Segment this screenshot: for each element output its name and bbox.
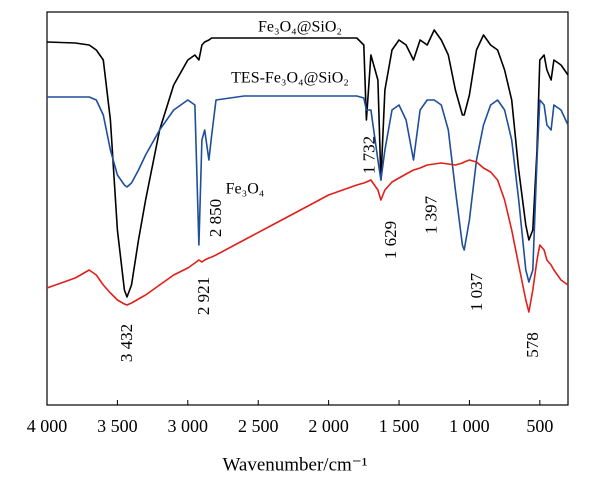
peak-label: 3 432 <box>117 324 136 362</box>
x-tick-label: 1 000 <box>449 416 490 436</box>
x-tick-label: 500 <box>526 416 553 436</box>
peak-label: 1 037 <box>467 272 486 311</box>
series-label: Fe₃O₄@SiO₂ <box>258 19 342 36</box>
x-tick-label: 2 500 <box>238 416 279 436</box>
plot-frame <box>46 11 569 406</box>
x-tick-label: 3 500 <box>97 416 138 436</box>
series-label: Fe₃O₄ <box>226 181 265 198</box>
x-tick-label: 2 000 <box>308 416 349 436</box>
x-tick-label: 4 000 <box>27 416 68 436</box>
series-label: TES-Fe₃O₄@SiO₂ <box>231 70 349 87</box>
series-line <box>46 29 569 298</box>
peak-label: 1 732 <box>359 136 378 174</box>
peak-label: 1 397 <box>421 195 440 234</box>
peak-label: 2 850 <box>206 199 225 237</box>
series-line <box>46 159 569 313</box>
peak-label: 578 <box>523 332 542 358</box>
series-line <box>47 95 569 283</box>
x-tick-label: 3 000 <box>168 416 209 436</box>
x-tick-label: 1 500 <box>379 416 420 436</box>
peak-label: 2 921 <box>194 277 213 315</box>
x-axis-label: Wavenumber/cm⁻¹ <box>222 454 367 475</box>
peak-label: 1 629 <box>381 221 400 259</box>
